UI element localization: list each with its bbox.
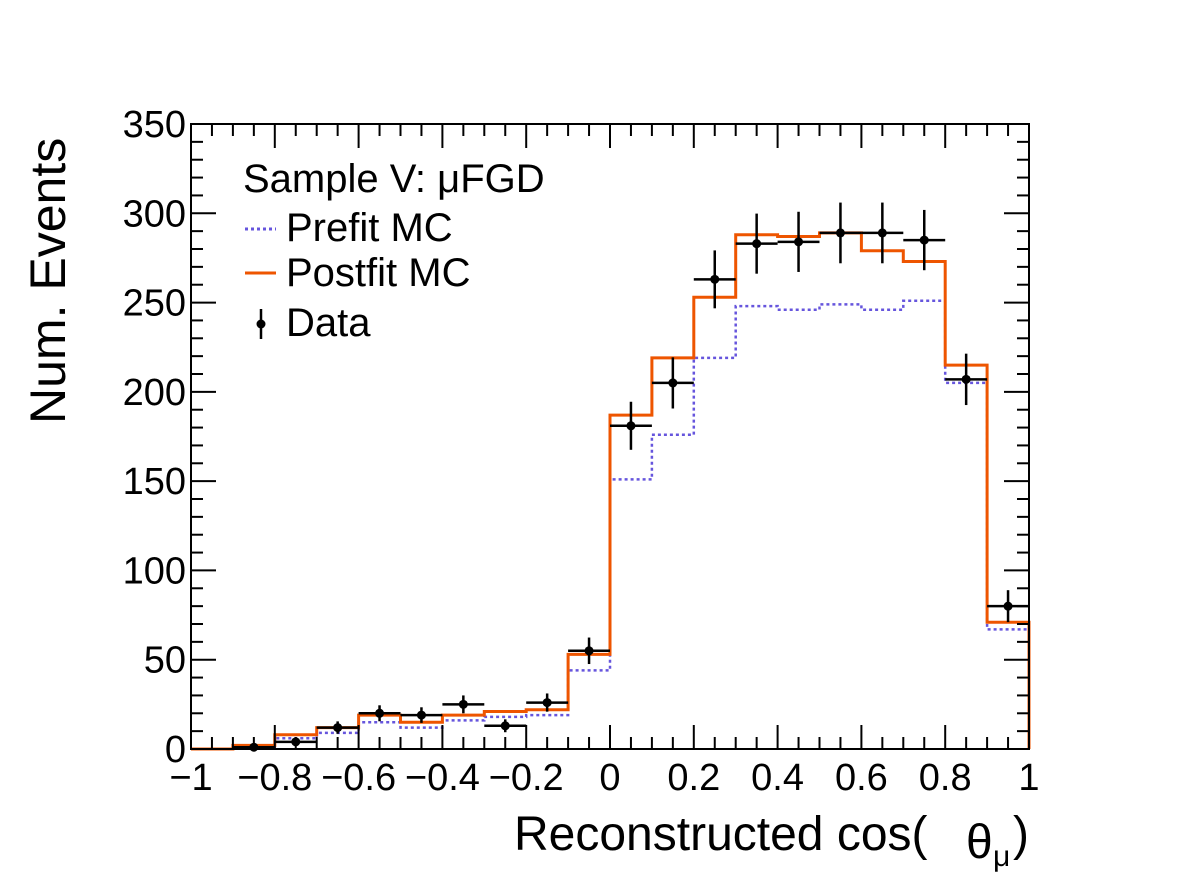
data-marker	[458, 699, 468, 709]
data-point	[819, 202, 862, 264]
y-tick-label: 250	[123, 283, 186, 325]
data-point	[735, 213, 778, 274]
data-point	[610, 401, 652, 450]
data-point	[945, 353, 988, 406]
data-point	[358, 705, 401, 722]
x-tick-label: −1	[169, 757, 212, 799]
legend-title: Sample V: μFGD	[243, 157, 545, 201]
x-tick-label: −0.2	[489, 757, 564, 799]
data-point	[777, 211, 820, 272]
x-tick-label: −0.4	[405, 757, 480, 799]
data-marker	[375, 708, 385, 718]
data-point	[568, 637, 610, 665]
data-marker	[416, 710, 426, 720]
legend-prefit-label: Prefit MC	[286, 206, 453, 250]
data-marker	[752, 239, 762, 249]
data-marker	[877, 228, 887, 238]
x-tick-label: 1	[1018, 757, 1039, 799]
data-marker	[668, 378, 678, 388]
data-marker	[919, 235, 929, 245]
x-tick-label: −0.8	[237, 757, 312, 799]
data-marker	[710, 274, 720, 284]
x-tick-label: 0.2	[667, 757, 720, 799]
y-tick-label: 100	[123, 550, 186, 592]
axis-ticks-layer: −1 −0.8 −0.6 −0.4 −0.2 0 0.2 0.4 0.6 0.8 1 0 50 100 15…	[123, 104, 1040, 799]
data-marker	[584, 646, 594, 656]
data-point	[693, 250, 736, 309]
x-tick-label: 0.8	[919, 757, 972, 799]
x-axis-label: Reconstructed cos( θ μ )	[514, 808, 1029, 872]
data-point	[861, 202, 904, 264]
legend-data-label: Data	[286, 301, 371, 345]
data-point	[526, 693, 569, 712]
data-marker	[542, 698, 552, 708]
legend-postfit-label: Postfit MC	[286, 251, 470, 295]
data-point	[400, 707, 443, 723]
legend-data-marker	[256, 319, 266, 329]
data-marker	[1003, 601, 1013, 611]
x-tick-label: 0.6	[835, 757, 888, 799]
legend: Sample V: μFGD Prefit MC Postfit MC Data	[243, 157, 545, 345]
data-marker	[500, 721, 510, 731]
x-axis-label-main: Reconstructed cos(	[514, 808, 928, 861]
x-tick-label: 0.4	[751, 757, 804, 799]
y-tick-label: 350	[123, 104, 186, 146]
data-point	[442, 695, 485, 714]
data-marker	[835, 228, 845, 238]
y-tick-label: 50	[144, 640, 186, 682]
data-point	[316, 721, 359, 734]
x-tick-label: −0.6	[321, 757, 396, 799]
data-point	[484, 719, 527, 733]
data-marker	[333, 723, 343, 733]
y-tick-label: 200	[123, 372, 186, 414]
data-marker	[961, 374, 971, 384]
x-axis-label-theta: θ	[966, 816, 993, 869]
x-tick-label: 0	[599, 757, 620, 799]
x-axis-label-close: )	[1013, 808, 1029, 861]
y-tick-label: 0	[165, 729, 186, 771]
y-axis-label: Num. Events	[20, 138, 76, 424]
data-marker	[626, 421, 636, 431]
y-tick-label: 150	[123, 461, 186, 503]
data-point	[903, 209, 946, 271]
x-axis-label-subscript: μ	[993, 840, 1010, 872]
data-marker	[794, 237, 804, 247]
y-tick-label: 300	[123, 193, 186, 235]
series-prefit-mc	[191, 299, 1031, 751]
data-point	[651, 357, 694, 409]
